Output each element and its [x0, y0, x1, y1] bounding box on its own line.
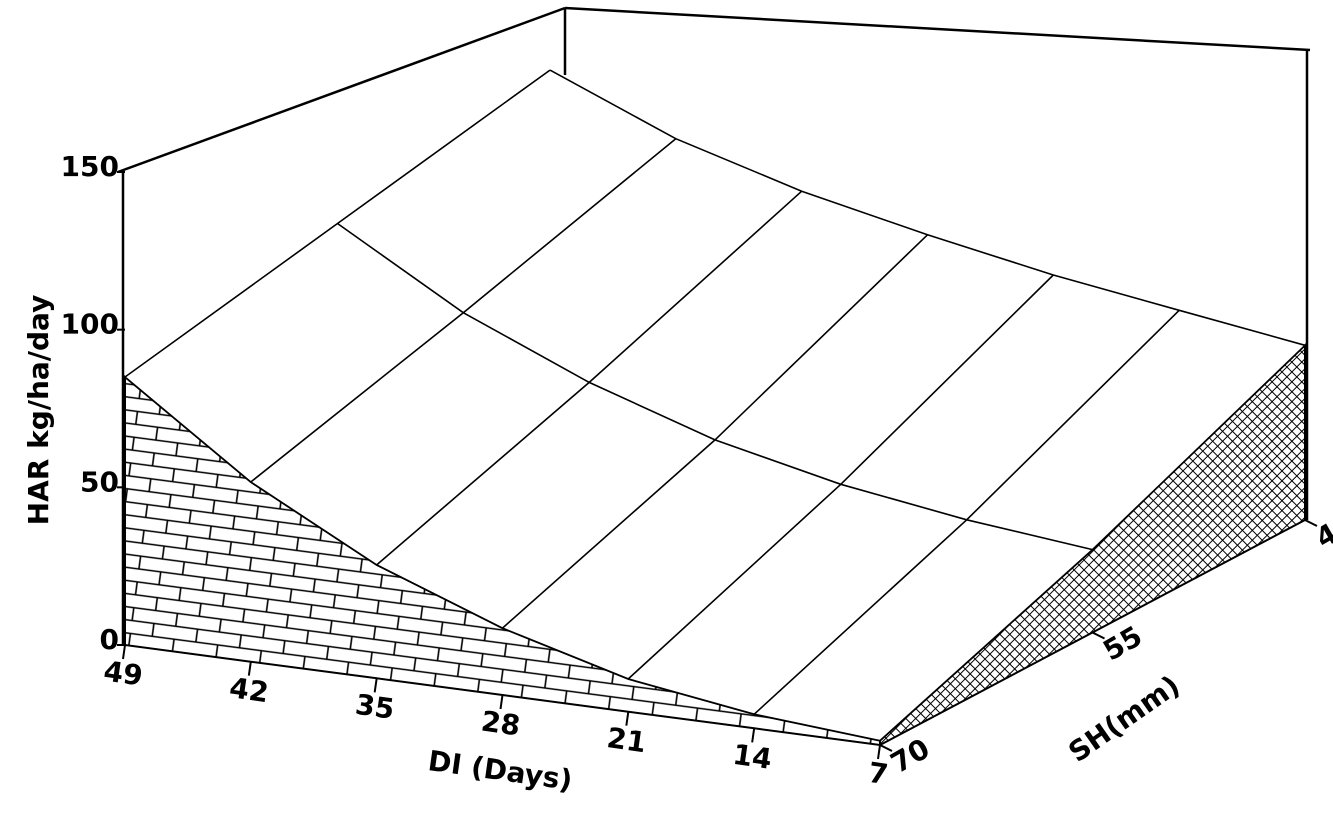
x-tick	[247, 661, 252, 676]
surface-cell	[376, 382, 715, 629]
surface-line	[250, 138, 677, 483]
z-tick-label: 50	[80, 465, 119, 498]
x-tick-label: 7	[866, 756, 890, 791]
z-tick-label: 150	[61, 150, 119, 183]
surface-line	[753, 309, 1180, 715]
x-tick-label: 49	[102, 654, 145, 692]
surface-cell	[125, 223, 464, 482]
surface-cell	[628, 484, 967, 715]
surface-cell	[715, 234, 1054, 485]
x-tick-label: 42	[227, 671, 270, 709]
surface-cell	[502, 439, 841, 679]
z-tick-label: 0	[100, 623, 119, 656]
surface-line	[501, 234, 929, 629]
surface-cell	[840, 275, 1180, 520]
surface-cell	[966, 310, 1305, 550]
surface-cell	[250, 312, 590, 565]
x-tick	[499, 694, 504, 710]
frame-edge	[564, 6, 1311, 52]
y-tick	[1304, 519, 1318, 527]
z-tick-label: 100	[61, 308, 119, 341]
frame	[117, 6, 1311, 645]
y-tick-label: 40	[1310, 507, 1333, 555]
x-tick	[373, 678, 378, 693]
y-axis-label: SH(mm)	[1062, 669, 1185, 769]
x-tick-label: 14	[731, 738, 774, 776]
x-tick	[122, 644, 126, 660]
surface-line	[879, 344, 1306, 742]
surface-cell	[463, 138, 802, 383]
surface-cell	[589, 191, 928, 440]
x-tick-label: 28	[479, 704, 522, 742]
z-axis-label: HAR kg/ha/day	[22, 295, 55, 526]
surface-cell	[337, 70, 676, 313]
surface-cell	[754, 519, 1093, 741]
x-tick	[625, 711, 630, 726]
y-tick	[1092, 631, 1105, 640]
x-axis-label: DI (Days)	[426, 744, 574, 797]
y-tick	[879, 744, 893, 752]
frame-edge	[117, 6, 566, 174]
surface-line	[124, 69, 551, 378]
x-tick-label: 21	[605, 721, 648, 759]
x-tick	[877, 744, 881, 760]
x-tick	[751, 728, 756, 743]
surface-line	[627, 274, 1054, 680]
surface-line	[376, 190, 803, 566]
x-tick-label: 35	[353, 688, 396, 726]
